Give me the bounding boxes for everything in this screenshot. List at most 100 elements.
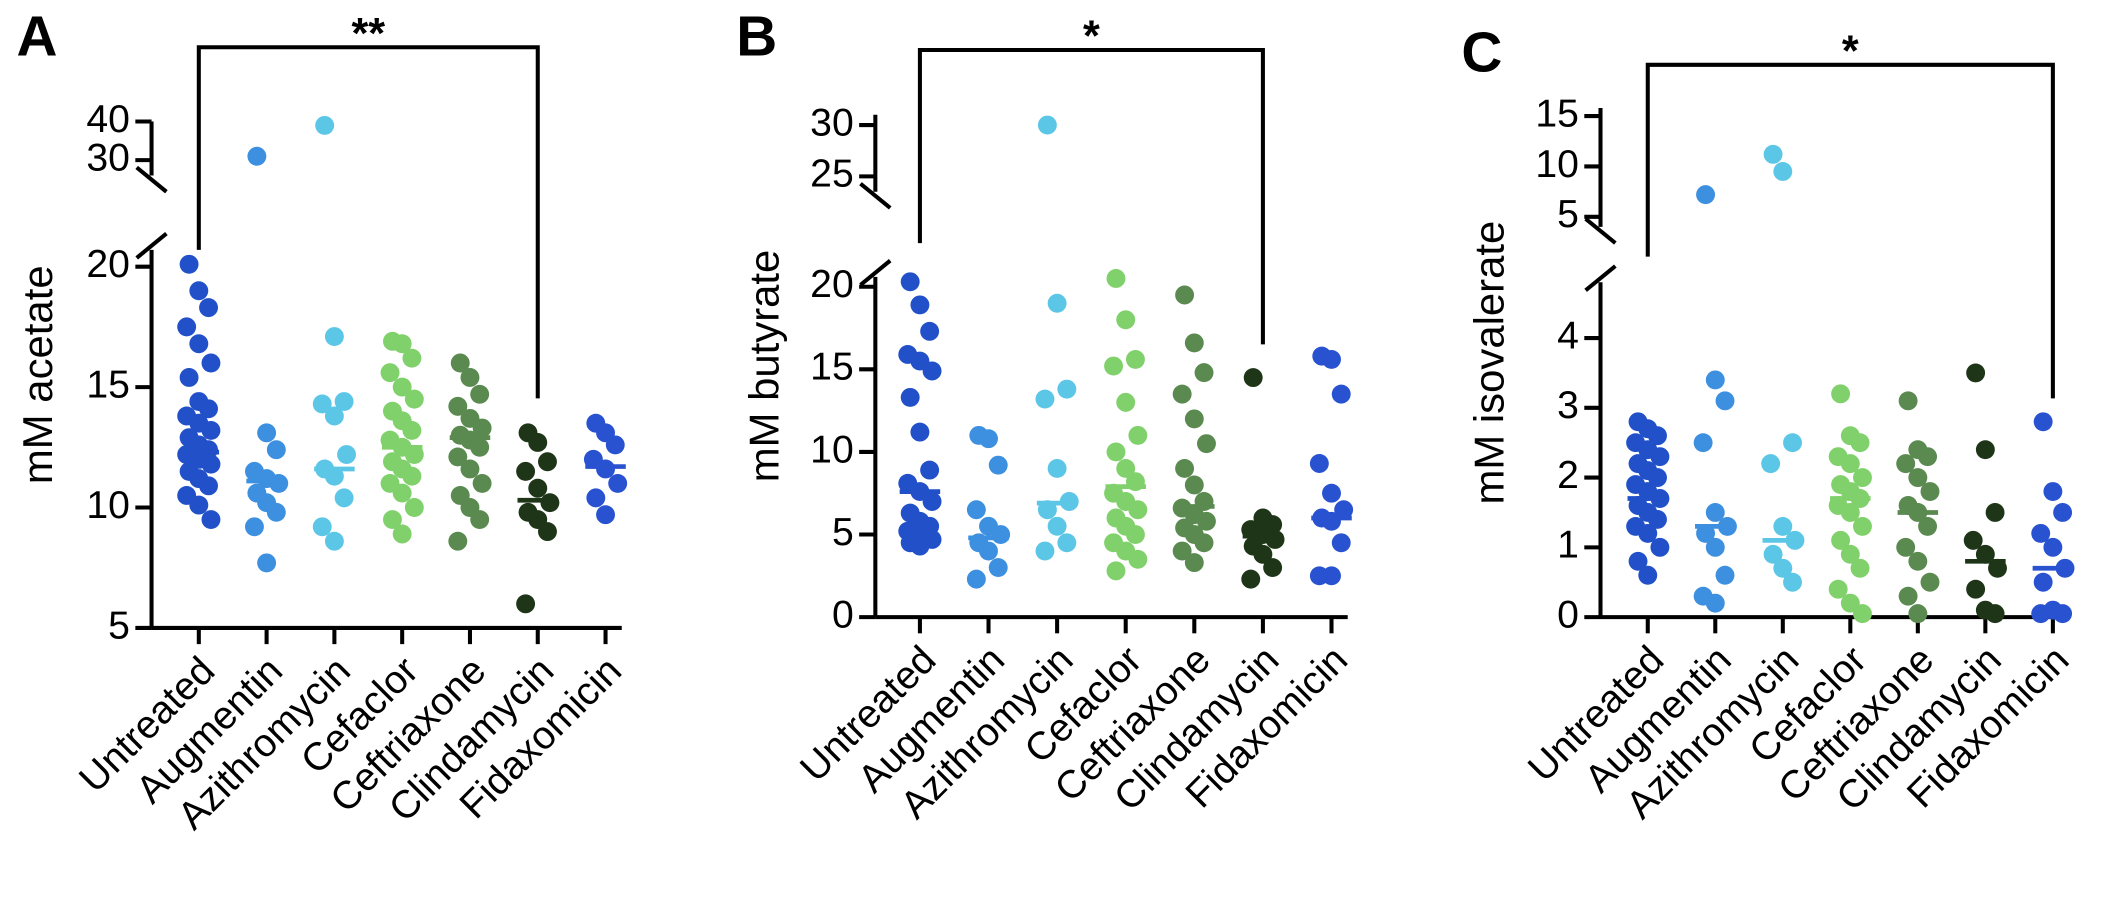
data-point [1831,384,1851,404]
data-point [608,473,628,493]
data-point [448,396,468,416]
data-point [988,455,1008,475]
data-point [201,454,221,474]
data-point [540,493,560,513]
data-point [979,541,998,561]
y-axis-label: mM acetate [14,265,61,484]
data-point [472,418,492,438]
significance-bracket [917,47,1265,345]
y-axis-label: mM isovalerate [1466,221,1513,505]
data-point [1172,384,1192,404]
data-point [1761,454,1781,474]
data-point [1322,566,1341,586]
data-point [201,353,221,373]
data-point [1773,162,1793,181]
panel: AmM acetate51015203040UntreatedAugmentin… [14,5,630,837]
data-point [1648,426,1667,446]
data-point [605,435,625,455]
data-point [900,272,920,292]
data-point [244,517,264,537]
data-point [922,492,942,511]
data-point [199,476,218,496]
data-point [922,361,942,381]
data-point [380,363,400,383]
data-point [991,525,1011,544]
data-point [1037,115,1057,135]
y-tick-label: 30 [810,101,854,144]
data-point [1263,558,1283,578]
data-point [979,429,998,449]
data-point [1309,454,1329,473]
data-point [189,334,209,354]
data-point [1331,533,1351,553]
data-point [2033,412,2053,432]
data-point [1175,458,1195,478]
data-point [1047,293,1067,313]
data-point [189,495,209,515]
data-point [334,392,354,411]
data-point [1035,389,1055,409]
data-point [1920,572,1940,592]
data-point [1763,544,1783,564]
data-point [516,594,536,614]
data-point [1853,516,1872,536]
data-point [1128,500,1148,520]
data-point [1057,533,1077,553]
data-point [1648,468,1667,488]
data-point [392,483,412,503]
y-tick-label: 5 [832,511,854,554]
data-point [966,569,986,589]
axis-break [859,182,892,210]
data-point [470,384,490,404]
data-point [1975,440,1995,460]
data-point [2043,537,2063,557]
y-tick-label: 10 [86,484,130,527]
data-point [1116,458,1136,478]
axis-break [859,259,892,287]
data-point [910,422,930,442]
data-point [334,488,354,508]
data-point [470,437,490,457]
data-point [1715,391,1735,411]
data-point [460,368,480,387]
data-point [402,420,422,440]
data-point [1128,425,1148,445]
data-point [1853,468,1872,488]
data-point [392,377,412,397]
data-point [1840,544,1860,564]
data-point [1184,553,1204,573]
y-tick-label: 10 [810,428,854,471]
y-tick-label: 10 [1535,143,1579,186]
data-point [1128,549,1148,569]
data-point [1918,447,1938,467]
data-point [383,510,402,530]
data-point [516,461,536,481]
data-point [404,445,424,464]
data-point [1125,525,1145,544]
y-tick-label: 0 [1557,593,1579,636]
data-point [247,146,267,166]
data-point [1322,349,1341,369]
data-point [460,459,480,479]
data-point [266,440,286,460]
data-point [179,254,199,274]
data-point [1898,586,1918,606]
axis-break [135,232,168,260]
data-point [1035,541,1055,561]
data-point [1175,285,1195,305]
data-point [448,447,468,467]
data-point [2043,482,2063,501]
data-point [324,531,344,551]
data-point [1908,604,1928,624]
data-point [1106,442,1126,462]
data-point [1638,565,1658,585]
data-point [404,389,424,409]
data-point [1253,544,1273,564]
y-tick-label: 15 [86,363,130,406]
data-point [1628,551,1648,571]
data-point [1194,363,1214,383]
data-point [1783,433,1802,453]
data-point [199,399,218,419]
data-point [2031,523,2051,543]
